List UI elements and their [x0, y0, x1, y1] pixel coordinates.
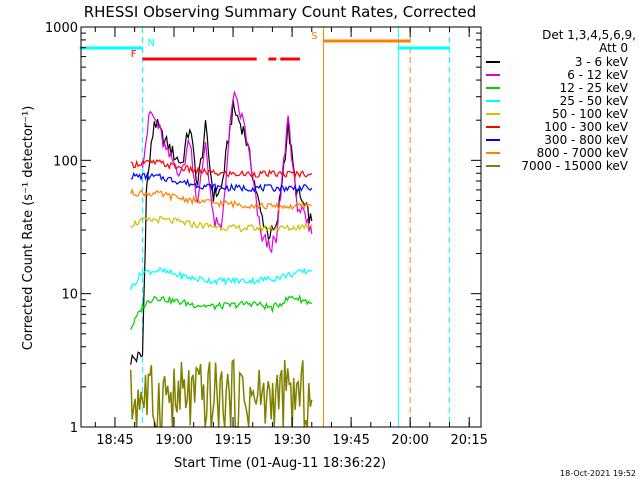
annotation-label-flare: F [131, 49, 137, 60]
series-line-2 [130, 294, 312, 331]
y-tick-label-2: 100 [53, 154, 78, 169]
series-line-4 [130, 216, 313, 233]
y-tick-label-1: 10 [61, 288, 78, 303]
chart-title: RHESSI Observing Summary Count Rates, Co… [84, 3, 477, 21]
plot-frame [80, 26, 482, 428]
series-line-1 [141, 90, 313, 254]
series-line-3 [130, 267, 313, 291]
legend-label-7: 800 - 7000 keV [537, 146, 629, 160]
annotation-layer: NF S [79, 27, 451, 427]
axes-layer: 18:45 19:00 19:15 19:30 19:45 20:00 20:15 1 10 10… [45, 21, 488, 448]
annotation-label-saa: S [311, 31, 317, 42]
legend-label-3: 25 - 50 keV [560, 94, 629, 108]
y-tick-label-3: 1000 [45, 21, 78, 36]
x-tick-label-4: 19:45 [332, 433, 369, 448]
legend-label-2: 12 - 25 keV [560, 81, 629, 95]
legend-label-5: 100 - 300 keV [544, 120, 628, 134]
series-line-7 [130, 187, 312, 212]
legend-label-6: 300 - 800 keV [544, 133, 628, 147]
series-line-5 [130, 159, 313, 179]
legend-label-4: 50 - 100 keV [552, 107, 629, 121]
attenuator-note: Att 0 [599, 41, 628, 55]
x-tick-label-1: 19:00 [155, 433, 192, 448]
legend-label-8: 7000 - 15000 keV [521, 159, 628, 173]
y-tick-label-0: 1 [70, 421, 78, 436]
legend-label-0: 3 - 6 keV [575, 55, 629, 69]
annotation-label-night: N [148, 38, 155, 49]
series-line-6 [130, 171, 313, 193]
y-axis-label: Corrected Count Rate (s⁻¹ detector⁻¹) [21, 106, 36, 351]
date-stamp: 18-Oct-2021 19:52 [560, 469, 636, 478]
x-tick-label-6: 20:15 [450, 433, 487, 448]
x-tick-label-0: 18:45 [96, 433, 133, 448]
series-layer [129, 90, 313, 429]
detector-note: Det 1,3,4,5,6,9, [542, 28, 636, 42]
x-tick-label-3: 19:30 [273, 433, 310, 448]
x-tick-label-2: 19:15 [214, 433, 251, 448]
x-tick-label-5: 20:00 [391, 433, 428, 448]
legend-label-1: 6 - 12 keV [567, 68, 629, 82]
x-axis-label: Start Time (01-Aug-11 18:36:22) [174, 456, 386, 471]
